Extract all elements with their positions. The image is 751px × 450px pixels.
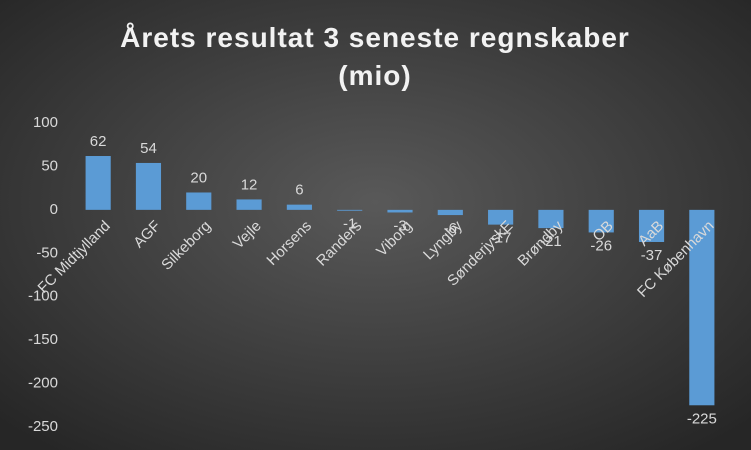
- y-tick-label: -50: [36, 244, 58, 261]
- data-label: 62: [90, 133, 107, 150]
- y-tick-label: 50: [41, 157, 58, 174]
- data-label: -3: [393, 217, 406, 234]
- bar: [437, 209, 463, 216]
- bar: [638, 209, 665, 242]
- y-tick-label: -150: [28, 331, 58, 348]
- data-label: 6: [295, 182, 303, 199]
- bar: [689, 209, 715, 406]
- data-label: -17: [490, 230, 512, 247]
- bar: [588, 209, 614, 233]
- chart-title: Årets resultat 3 seneste regnskaber (mio): [120, 22, 630, 91]
- data-label: -6: [444, 220, 457, 237]
- data-label: 54: [140, 140, 157, 157]
- y-tick-label: -250: [28, 418, 58, 435]
- y-tick-label: -200: [28, 375, 58, 392]
- data-label: -1: [343, 216, 356, 233]
- data-label: -37: [641, 247, 663, 264]
- data-label: 12: [241, 176, 258, 193]
- bar: [186, 192, 212, 210]
- data-label: -21: [540, 233, 562, 250]
- data-label: -26: [590, 237, 612, 254]
- data-label: -225: [687, 410, 717, 427]
- data-label: 20: [190, 169, 207, 186]
- y-tick-label: -100: [28, 288, 58, 305]
- bar: [387, 209, 413, 213]
- bar: [135, 162, 162, 210]
- bar: [488, 209, 514, 225]
- bar: [538, 209, 564, 229]
- bar: [236, 199, 262, 210]
- bar: [286, 204, 312, 210]
- bar: [85, 156, 111, 210]
- bar: [337, 209, 363, 211]
- y-tick-label: 0: [50, 201, 58, 218]
- y-tick-label: 100: [33, 114, 58, 131]
